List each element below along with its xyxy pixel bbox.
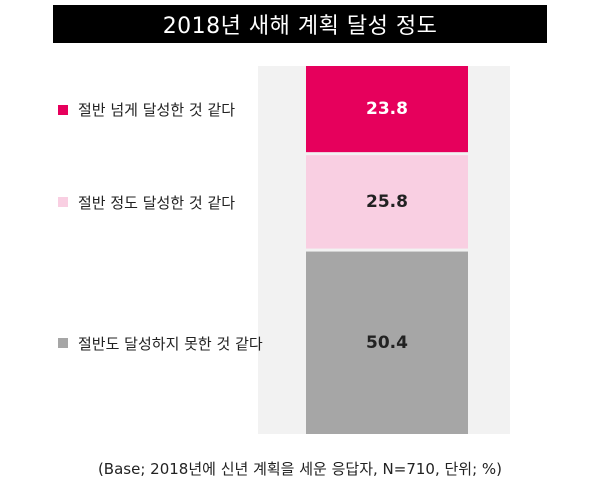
- legend-label: 절반도 달성하지 못한 것 같다: [78, 334, 263, 353]
- footnote: (Base; 2018년에 신년 계획을 세운 응답자, N=710, 단위; …: [97, 460, 503, 478]
- legend-item-3: 절반도 달성하지 못한 것 같다: [58, 333, 263, 354]
- chart-title: 2018년 새해 계획 달성 정도: [53, 5, 547, 43]
- legend-swatch: [58, 104, 68, 115]
- bar-segment-2: [306, 155, 468, 249]
- legend-label: 절반 넘게 달성한 것 같다: [78, 101, 236, 120]
- legend-swatch: [58, 197, 68, 208]
- legend-item-2: 절반 정도 달성한 것 같다: [58, 192, 235, 213]
- bar-segment-3: [306, 251, 468, 434]
- data-label-3: 50.4: [366, 333, 408, 353]
- legend-label: 절반 정도 달성한 것 같다: [78, 193, 236, 212]
- data-label-1: 23.8: [366, 99, 408, 119]
- bar-segment-1: [306, 66, 468, 153]
- legend-item-1: 절반 넘게 달성한 것 같다: [58, 99, 235, 120]
- legend-swatch: [58, 338, 68, 349]
- data-label-2: 25.8: [366, 192, 408, 212]
